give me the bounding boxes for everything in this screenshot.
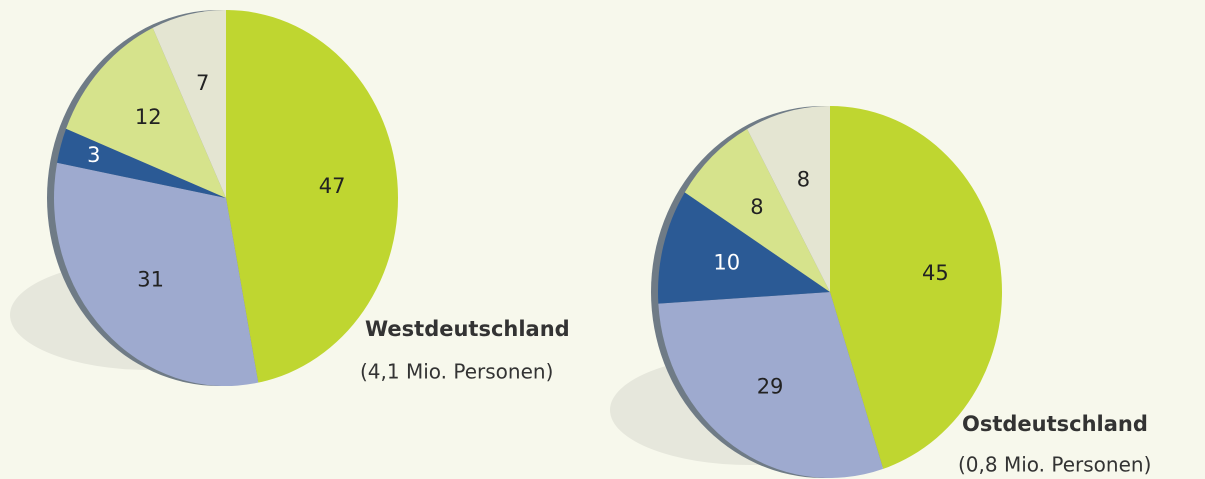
pie-slice xyxy=(226,10,399,383)
data-label: 12 xyxy=(135,105,162,129)
pie-title: Ostdeutschland xyxy=(962,412,1148,436)
data-label: 7 xyxy=(196,71,209,95)
pie-slice xyxy=(658,292,884,479)
data-label: 10 xyxy=(713,250,740,274)
pie-subtitle: (0,8 Mio. Personen) xyxy=(958,453,1151,477)
pie-slice xyxy=(684,129,830,292)
data-label: 8 xyxy=(750,195,763,219)
data-label: 45 xyxy=(922,261,949,285)
pie-slice xyxy=(152,10,226,198)
pie-subtitle: (4,1 Mio. Personen) xyxy=(360,360,553,384)
data-label: 8 xyxy=(797,167,810,191)
pie-slice xyxy=(658,192,830,304)
pie-slice xyxy=(53,162,259,387)
pie-slice xyxy=(830,106,1003,469)
data-label: 47 xyxy=(319,174,346,198)
pie-slice xyxy=(57,128,226,198)
data-label: 3 xyxy=(87,143,100,167)
pie-title: Westdeutschland xyxy=(365,317,570,341)
data-label: 29 xyxy=(757,374,784,398)
data-label: 31 xyxy=(137,267,164,291)
pie-slice xyxy=(747,106,830,292)
pie-slice xyxy=(66,27,226,198)
